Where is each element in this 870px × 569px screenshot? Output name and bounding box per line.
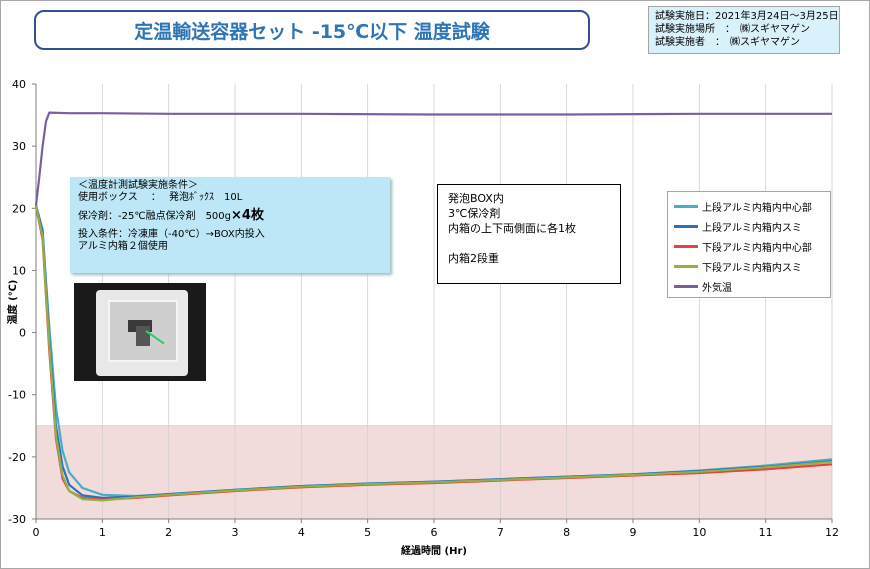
legend: 上段アルミ内箱内中心部 上段アルミ内箱内スミ 下段アルミ内箱内中心部 下段アルミ内箱内… — [667, 191, 831, 298]
note-line-1: 発泡BOX内 — [448, 192, 504, 205]
y-axis-label: 温度 (℃) — [6, 280, 19, 325]
chart-title-box: 定温輸送容器セット -15℃以下 温度試験 — [34, 10, 590, 50]
grid-lines — [101, 84, 833, 519]
note-line-4: 内箱2段重 — [448, 252, 499, 265]
y-tick-label: -30 — [8, 513, 26, 526]
legend-swatch — [674, 244, 698, 248]
x-tick-label: 11 — [759, 526, 773, 539]
series-line-4 — [34, 205, 833, 502]
x-tick-label: 2 — [165, 526, 172, 539]
x-tick-label: 5 — [364, 526, 371, 539]
x-tick-label: 9 — [630, 526, 637, 539]
legend-label: 上段アルミ内箱内中心部 — [702, 202, 812, 214]
coolant-text: 保冷剤：-25℃融点保冷剤 500g — [78, 211, 231, 222]
legend-label: 下段アルミ内箱内中心部 — [702, 242, 812, 254]
legend-label: 外気温 — [702, 282, 732, 294]
x-tick-label: 8 — [563, 526, 570, 539]
series-line-5 — [34, 111, 832, 206]
x-tick-label: 12 — [825, 526, 839, 539]
x-tick-label: 1 — [99, 526, 106, 539]
y-tick-label: 40 — [12, 78, 26, 91]
conditions-heading: ＜温度計測試験実施条件＞ — [78, 180, 198, 191]
coolant-count: ×4枚 — [231, 208, 264, 223]
chart-title: 定温輸送容器セット -15℃以下 温度試験 — [134, 20, 490, 43]
y-tick-label: -10 — [8, 389, 26, 402]
y-tick-label: 10 — [12, 264, 26, 277]
x-tick-label: 4 — [298, 526, 305, 539]
test-operator: 試験実施者 ： ㈱スギヤマゲン — [655, 37, 800, 48]
legend-item: 上段アルミ内箱内スミ — [674, 216, 824, 236]
x-tick-label: 0 — [33, 526, 40, 539]
test-conditions-box: ＜温度計測試験実施条件＞ 使用ボックス ： 発泡ﾎﾞｯｸｽ 10L 保冷剤：-2… — [70, 177, 390, 273]
y-tick-label: -20 — [8, 451, 26, 464]
legend-swatch — [674, 284, 698, 288]
conditions-box-type: 使用ボックス ： 発泡ﾎﾞｯｸｽ 10L — [78, 192, 243, 203]
foam-box-image — [96, 290, 188, 376]
x-tick-label: 10 — [692, 526, 706, 539]
box-interior — [108, 300, 178, 362]
legend-item: 外気温 — [674, 276, 824, 296]
legend-item: 上段アルミ内箱内中心部 — [674, 196, 824, 216]
conditions-inner-box: アルミ内箱２個使用 — [78, 241, 168, 252]
legend-label: 下段アルミ内箱内スミ — [702, 262, 802, 274]
series-lines — [34, 111, 833, 502]
x-tick-label: 3 — [232, 526, 239, 539]
legend-swatch — [674, 264, 698, 268]
setup-note-box: 発泡BOX内 3℃保冷剤 内箱の上下両側面に各1枚 内箱2段重 — [437, 184, 621, 284]
y-tick-label: 30 — [12, 140, 26, 153]
y-tick-label: 0 — [19, 327, 26, 340]
conditions-coolant: 保冷剤：-25℃融点保冷剤 500g×4枚 — [78, 208, 382, 223]
box-photo — [74, 283, 206, 381]
note-line-2: 3℃保冷剤 — [448, 207, 501, 220]
legend-item: 下段アルミ内箱内中心部 — [674, 236, 824, 256]
logger-cable — [136, 326, 150, 346]
x-tick-label: 6 — [431, 526, 438, 539]
test-date: 試験実施日：2021年3月24日～3月25日 — [655, 11, 839, 22]
legend-item: 下段アルミ内箱内スミ — [674, 256, 824, 276]
legend-swatch — [674, 204, 698, 208]
test-location: 試験実施場所 ： ㈱スギヤマゲン — [655, 24, 810, 35]
x-axis-label: 経過時間 (Hr) — [401, 544, 467, 557]
test-info-box: 試験実施日：2021年3月24日～3月25日 試験実施場所 ： ㈱スギヤマゲン … — [648, 6, 840, 54]
note-line-3: 内箱の上下両側面に各1枚 — [448, 222, 576, 235]
y-tick-label: 20 — [12, 202, 26, 215]
x-tick-label: 7 — [497, 526, 504, 539]
legend-swatch — [674, 224, 698, 228]
conditions-procedure: 投入条件：冷凍庫（-40℃）→BOX内投入 — [78, 229, 265, 240]
legend-label: 上段アルミ内箱内スミ — [702, 222, 802, 234]
